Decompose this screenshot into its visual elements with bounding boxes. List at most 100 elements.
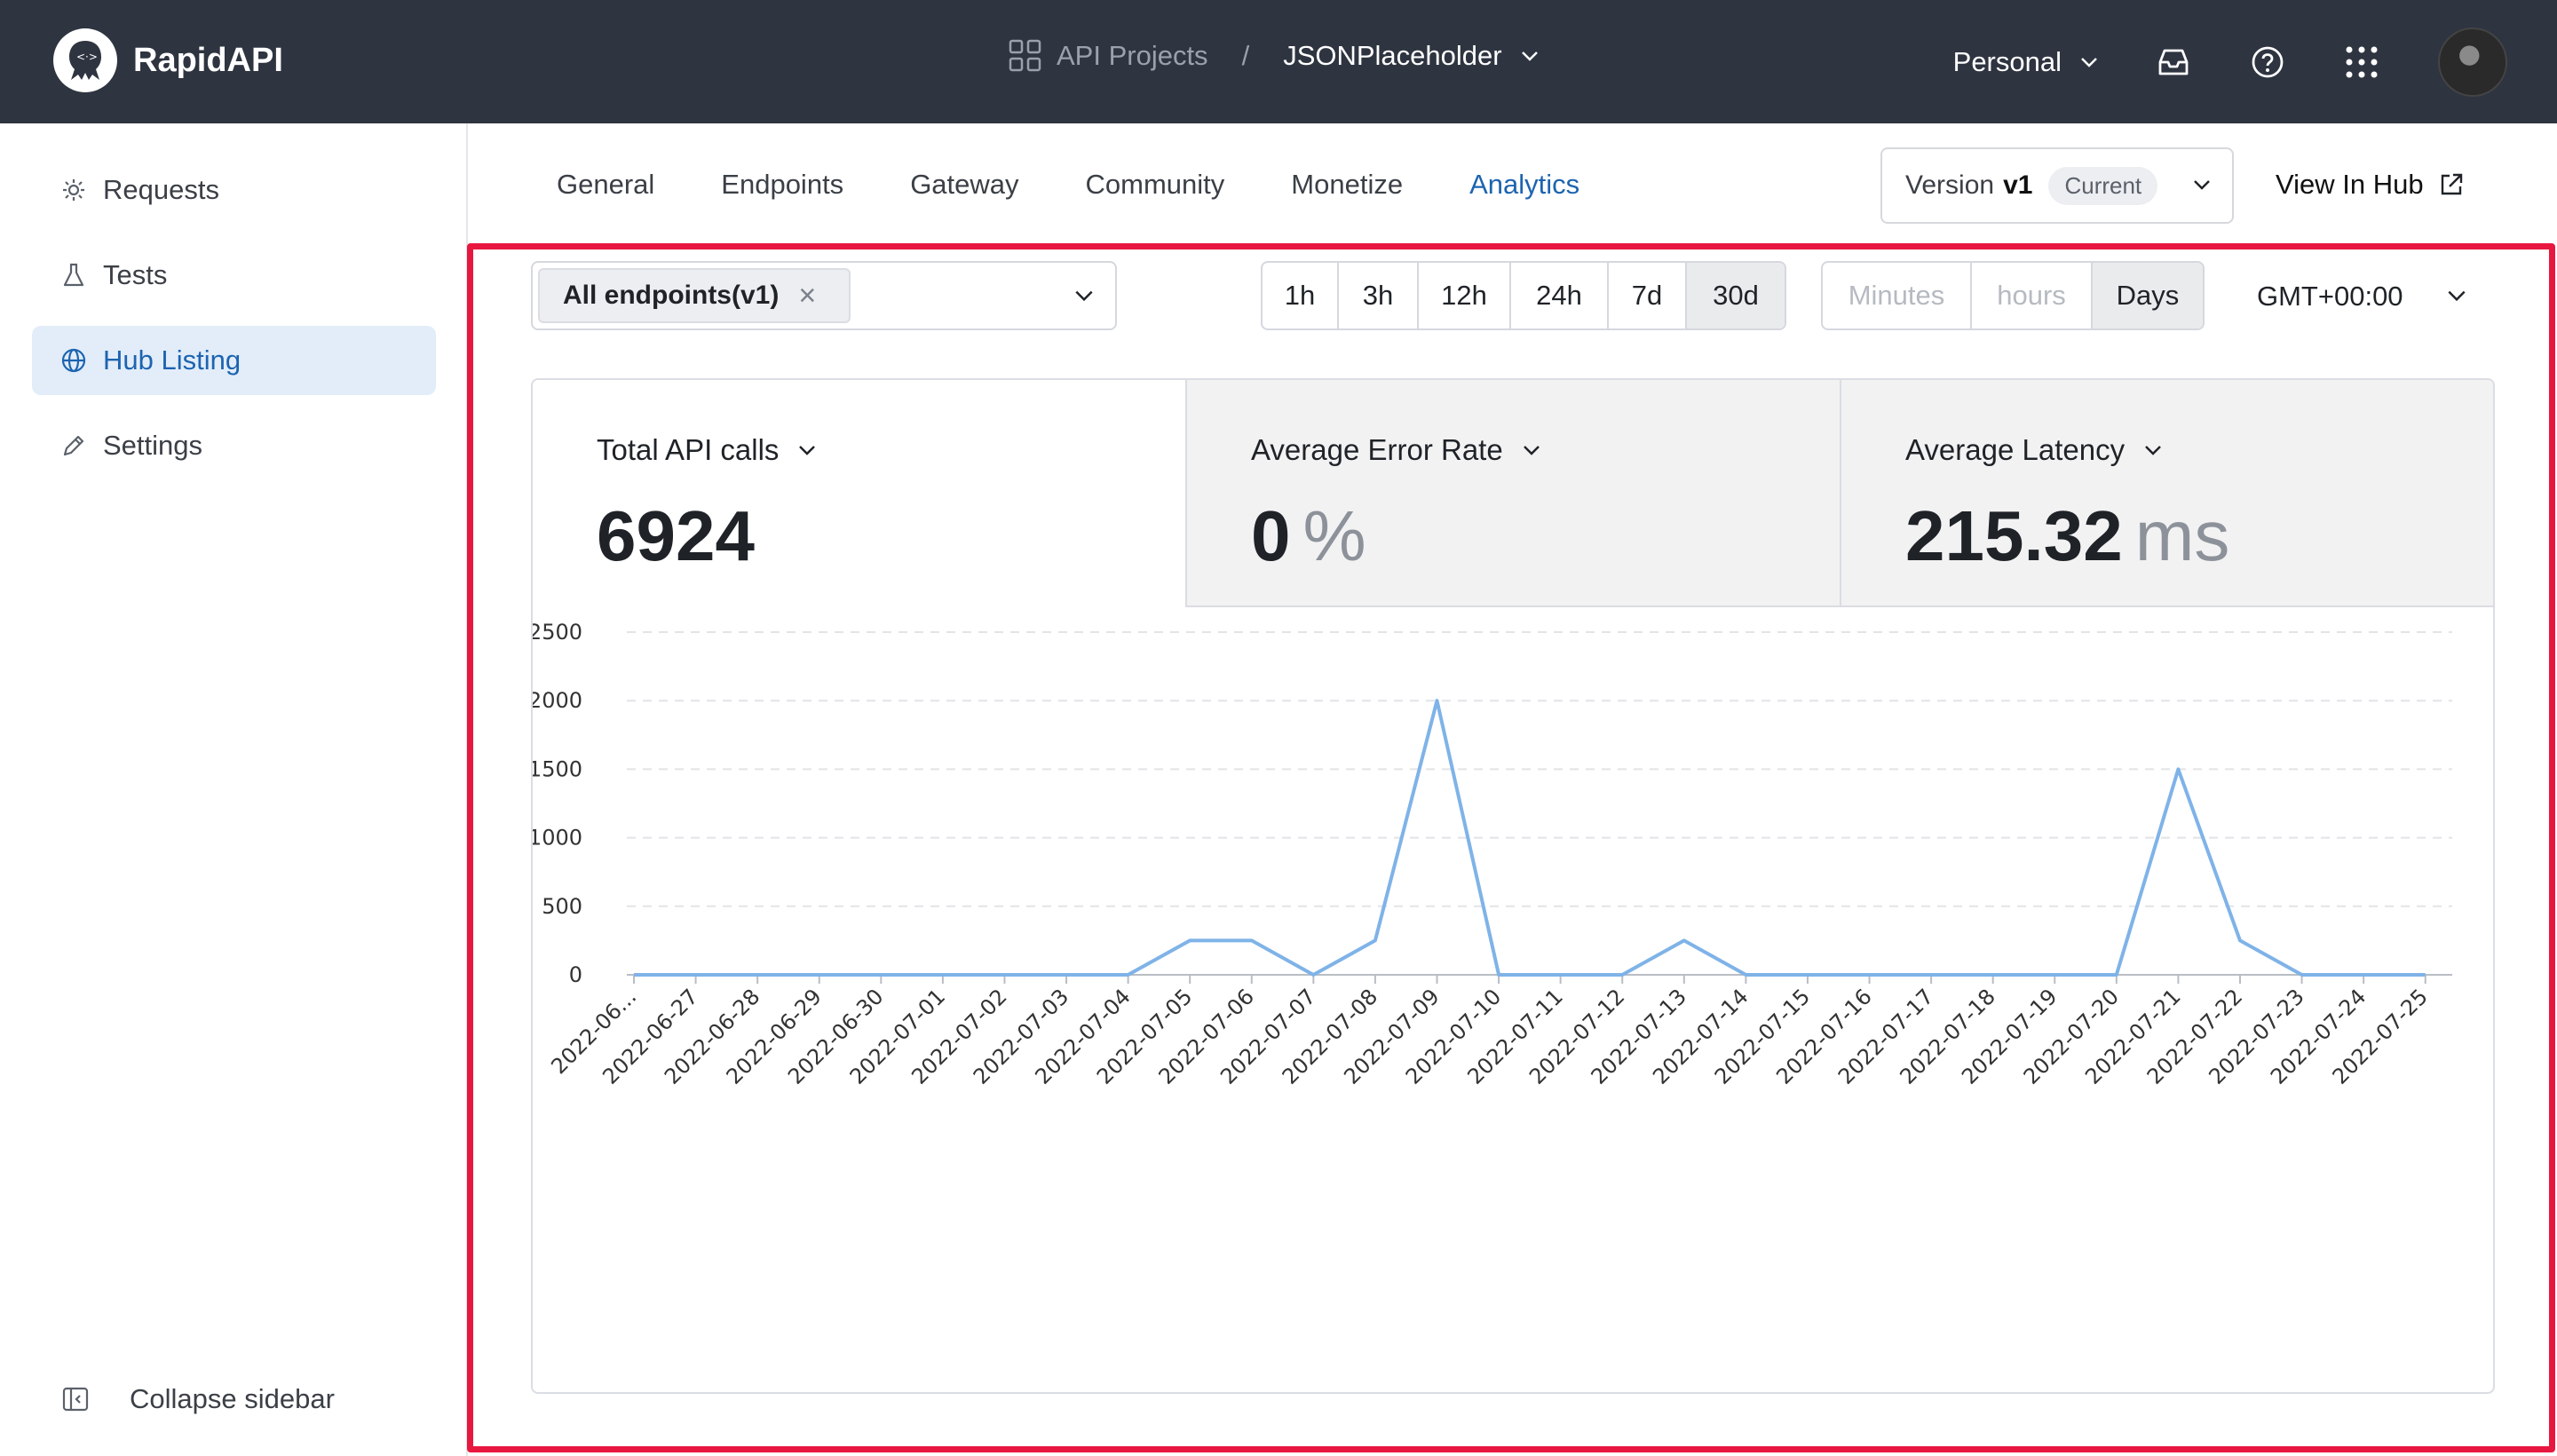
tab-gateway[interactable]: Gateway bbox=[910, 169, 1019, 200]
workspace-switcher[interactable]: Personal bbox=[1953, 46, 2099, 78]
flask-icon bbox=[60, 262, 87, 289]
granularity-days[interactable]: Days bbox=[2093, 263, 2203, 328]
y-tick-label: 1500 bbox=[533, 756, 582, 781]
breadcrumb-projects-label: API Projects bbox=[1057, 40, 1208, 71]
project-name: JSONPlaceholder bbox=[1283, 40, 1502, 71]
time-range-selector: 1h 3h 12h 24h 7d 30d bbox=[1261, 261, 1786, 330]
granularity-hours[interactable]: hours bbox=[1972, 263, 2093, 328]
globe-icon bbox=[60, 347, 87, 374]
stat-value: 6924 bbox=[597, 495, 755, 577]
sidebar-item-label: Hub Listing bbox=[103, 344, 241, 376]
collapse-sidebar-icon bbox=[62, 1386, 89, 1412]
help-icon[interactable] bbox=[2250, 44, 2285, 80]
y-tick-label: 2500 bbox=[533, 620, 582, 645]
svg-text:<·>: <·> bbox=[76, 51, 98, 63]
sidebar-item-hub-listing[interactable]: Hub Listing bbox=[32, 326, 436, 395]
tab-community[interactable]: Community bbox=[1085, 169, 1225, 200]
chevron-down-icon bbox=[1523, 446, 1540, 455]
chevron-down-icon bbox=[2145, 446, 2161, 455]
range-24h[interactable]: 24h bbox=[1511, 263, 1609, 328]
version-prefix: Version bbox=[1905, 170, 1995, 200]
endpoint-select[interactable]: All endpoints(v1) × bbox=[531, 261, 1117, 330]
apps-grid-icon[interactable] bbox=[2344, 44, 2379, 80]
sidebar-item-label: Settings bbox=[103, 430, 203, 461]
granularity-selector: Minutes hours Days bbox=[1821, 261, 2205, 330]
view-in-hub-link[interactable]: View In Hub bbox=[2276, 169, 2465, 201]
chevron-down-icon bbox=[2194, 180, 2210, 190]
stat-value: 215.32 ms bbox=[1905, 495, 2229, 577]
chevron-down-icon bbox=[799, 446, 816, 455]
sidebar-item-label: Tests bbox=[103, 259, 168, 290]
timezone-select[interactable]: GMT+00:00 bbox=[2257, 281, 2403, 312]
sidebar-item-tests[interactable]: Tests bbox=[32, 241, 436, 310]
y-tick-label: 0 bbox=[569, 962, 582, 987]
stat-value-number: 215.32 bbox=[1905, 496, 2123, 575]
version-select[interactable]: Version v1 Current bbox=[1880, 147, 2234, 224]
tab-monetize[interactable]: Monetize bbox=[1291, 169, 1404, 200]
inbox-icon[interactable] bbox=[2156, 44, 2191, 80]
requests-icon bbox=[60, 177, 87, 203]
breadcrumb-separator: / bbox=[1241, 40, 1250, 71]
tab-endpoints[interactable]: Endpoints bbox=[721, 169, 844, 200]
chevron-down-icon[interactable] bbox=[2445, 284, 2468, 307]
project-tabs: General Endpoints Gateway Community Mone… bbox=[557, 169, 1646, 201]
brand-logo-link[interactable]: <·> RapidAPI bbox=[53, 28, 283, 92]
chevron-down-icon bbox=[1521, 51, 1538, 61]
stat-label: Total API calls bbox=[597, 433, 818, 467]
sidebar-item-requests[interactable]: Requests bbox=[32, 155, 436, 225]
sidebar-item-label: Requests bbox=[103, 174, 219, 205]
range-7d[interactable]: 7d bbox=[1609, 263, 1687, 328]
chevron-down-icon bbox=[2081, 57, 2097, 67]
stat-latency[interactable]: Average Latency 215.32 ms bbox=[1841, 380, 2493, 607]
stat-unit: ms bbox=[2134, 496, 2230, 575]
top-right-controls: Personal bbox=[1953, 0, 2557, 123]
pencil-icon bbox=[60, 432, 87, 459]
stat-label: Average Error Rate bbox=[1251, 433, 1542, 467]
range-30d[interactable]: 30d bbox=[1687, 263, 1785, 328]
range-3h[interactable]: 3h bbox=[1339, 263, 1419, 328]
user-avatar[interactable] bbox=[2438, 27, 2507, 97]
stat-value-number: 6924 bbox=[597, 496, 755, 575]
range-1h[interactable]: 1h bbox=[1263, 263, 1339, 328]
stat-total-calls[interactable]: Total API calls 6924 bbox=[533, 380, 1187, 607]
workspace-label: Personal bbox=[1952, 45, 2062, 77]
tab-analytics[interactable]: Analytics bbox=[1469, 169, 1580, 200]
project-switcher[interactable]: JSONPlaceholder bbox=[1283, 40, 1539, 72]
stat-label-text: Average Latency bbox=[1905, 433, 2126, 466]
endpoint-chip-label: All endpoints(v1) bbox=[563, 281, 780, 310]
brand-name: RapidAPI bbox=[133, 41, 283, 79]
rapidapi-logo-icon: <·> bbox=[53, 28, 117, 92]
stat-label: Average Latency bbox=[1905, 433, 2164, 467]
collapse-sidebar-button[interactable]: Collapse sidebar bbox=[62, 1383, 335, 1415]
y-tick-label: 2000 bbox=[533, 688, 582, 713]
version-value: v1 bbox=[2003, 170, 2033, 200]
y-tick-label: 1000 bbox=[533, 826, 582, 851]
stat-value: 0% bbox=[1251, 495, 1366, 577]
sidebar-item-settings[interactable]: Settings bbox=[32, 411, 436, 480]
analytics-highlight-frame bbox=[467, 243, 2555, 1452]
analytics-card: Total API calls 6924 Average Error Rate … bbox=[531, 378, 2495, 1394]
granularity-minutes[interactable]: Minutes bbox=[1823, 263, 1972, 328]
chevron-down-icon bbox=[1075, 290, 1093, 302]
range-12h[interactable]: 12h bbox=[1419, 263, 1511, 328]
api-calls-line-chart: 250020001500100050002022-06...2022-06-27… bbox=[533, 620, 2452, 1089]
stat-label-text: Total API calls bbox=[597, 433, 780, 466]
breadcrumb-api-projects[interactable]: API Projects bbox=[1009, 39, 1208, 73]
view-in-hub-label: View In Hub bbox=[2276, 169, 2424, 200]
top-bar: <·> RapidAPI API Projects / JSONPlacehol… bbox=[0, 0, 2557, 123]
y-tick-label: 500 bbox=[542, 894, 582, 919]
stat-error-rate[interactable]: Average Error Rate 0% bbox=[1187, 380, 1841, 607]
stat-value-number: 0 bbox=[1251, 496, 1291, 575]
endpoint-chip: All endpoints(v1) × bbox=[538, 268, 851, 323]
current-badge: Current bbox=[2048, 166, 2158, 205]
series-line bbox=[634, 699, 2426, 977]
external-link-icon bbox=[2441, 173, 2462, 195]
tab-general[interactable]: General bbox=[557, 169, 655, 200]
grid-icon bbox=[1009, 39, 1041, 72]
sidebar: Requests Tests Hub Listing Settings Coll… bbox=[0, 123, 468, 1456]
stat-unit: % bbox=[1302, 496, 1366, 575]
stat-label-text: Average Error Rate bbox=[1251, 433, 1503, 466]
collapse-sidebar-label: Collapse sidebar bbox=[130, 1383, 335, 1414]
remove-chip-icon[interactable]: × bbox=[798, 278, 817, 313]
breadcrumb: API Projects / JSONPlaceholder bbox=[1009, 39, 1540, 73]
